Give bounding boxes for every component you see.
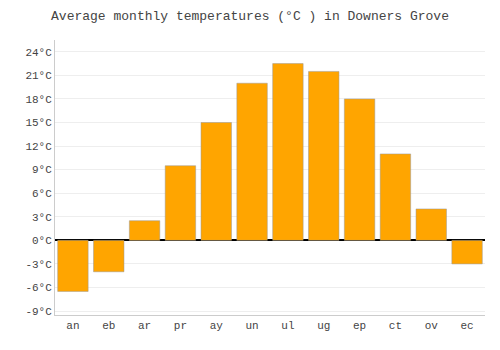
svg-text:-3°C: -3°C [25, 259, 52, 271]
svg-text:ec: ec [460, 320, 473, 332]
svg-text:ar: ar [138, 320, 151, 332]
svg-text:pr: pr [174, 320, 187, 332]
svg-text:ov: ov [425, 320, 439, 332]
svg-text:9°C: 9°C [32, 164, 52, 176]
svg-text:18°C: 18°C [25, 94, 52, 106]
svg-text:0°C: 0°C [32, 235, 52, 247]
svg-text:ul: ul [281, 320, 294, 332]
svg-text:un: un [245, 320, 258, 332]
svg-text:3°C: 3°C [32, 212, 52, 224]
svg-text:6°C: 6°C [32, 188, 52, 200]
svg-text:-9°C: -9°C [25, 306, 52, 318]
svg-text:12°C: 12°C [25, 141, 52, 153]
svg-text:15°C: 15°C [25, 117, 52, 129]
svg-text:ct: ct [389, 320, 402, 332]
svg-text:Average monthly temperatures (: Average monthly temperatures (°C ) in Do… [51, 9, 449, 24]
svg-text:24°C: 24°C [25, 47, 52, 59]
svg-text:ep: ep [353, 320, 366, 332]
svg-text:21°C: 21°C [25, 70, 52, 82]
svg-text:ug: ug [317, 320, 330, 332]
svg-text:-6°C: -6°C [25, 282, 52, 294]
svg-text:eb: eb [102, 320, 115, 332]
svg-text:an: an [66, 320, 79, 332]
svg-text:ay: ay [210, 320, 224, 332]
